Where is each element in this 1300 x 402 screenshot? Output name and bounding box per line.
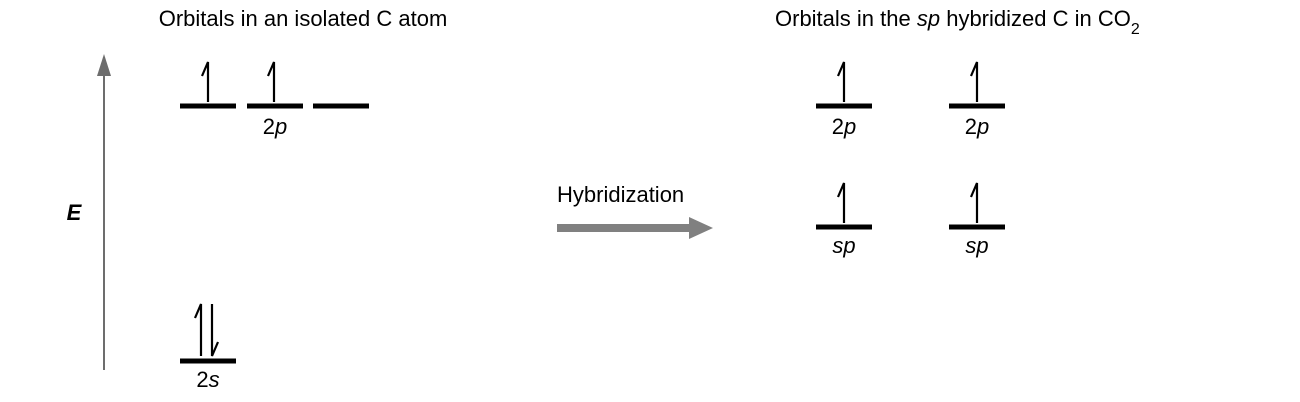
left-2s-label: 2s: [196, 367, 219, 392]
right-2p-orbital-2: [949, 61, 1005, 109]
label-letter: p: [274, 114, 287, 139]
right-title-italic: sp: [917, 6, 940, 31]
right-2p-orbital-1: [816, 61, 872, 109]
right-2p-label-1: 2p: [832, 114, 857, 139]
left-panel-title: Orbitals in an isolated C atom: [159, 6, 448, 31]
label-letter: p: [843, 114, 856, 139]
spin-down-arrow-icon: [210, 304, 220, 357]
label-letter: sp: [965, 233, 988, 258]
label-letter: p: [976, 114, 989, 139]
spin-up-arrow-icon: [969, 182, 979, 223]
hybridization-process: Hybridization: [557, 182, 713, 239]
label-number: 2: [196, 367, 208, 392]
spin-up-arrow-icon: [836, 61, 846, 102]
left-2p-orbital-1: [180, 61, 236, 109]
left-2p-orbital-2: [247, 61, 303, 109]
spin-up-arrow-icon: [836, 182, 846, 223]
right-title-prefix: Orbitals in the: [775, 6, 917, 31]
right-sp-label-1: sp: [832, 233, 855, 258]
label-number: 2: [263, 114, 275, 139]
right-panel-title: Orbitals in the sp hybridized C in CO2: [775, 6, 1140, 38]
energy-axis: E: [67, 54, 111, 370]
left-2s-orbital: [180, 303, 236, 364]
label-number: 2: [832, 114, 844, 139]
spin-up-arrow-icon: [200, 61, 210, 102]
right-sp-orbital-2: [949, 182, 1005, 230]
energy-axis-arrowhead: [97, 54, 111, 76]
energy-axis-label: E: [67, 200, 83, 225]
left-2p-label: 2p: [263, 114, 288, 139]
hybridization-label: Hybridization: [557, 182, 684, 207]
hybridization-arrow-icon: [689, 217, 713, 239]
label-letter: s: [209, 367, 220, 392]
label-letter: sp: [832, 233, 855, 258]
label-number: 2: [965, 114, 977, 139]
right-sp-orbital-1: [816, 182, 872, 230]
right-title-subscript: 2: [1131, 21, 1140, 38]
right-2p-label-2: 2p: [965, 114, 990, 139]
spin-up-arrow-icon: [266, 61, 276, 102]
right-title-middle: hybridized C in CO: [940, 6, 1131, 31]
right-sp-label-2: sp: [965, 233, 988, 258]
spin-up-arrow-icon: [193, 303, 203, 356]
spin-up-arrow-icon: [969, 61, 979, 102]
